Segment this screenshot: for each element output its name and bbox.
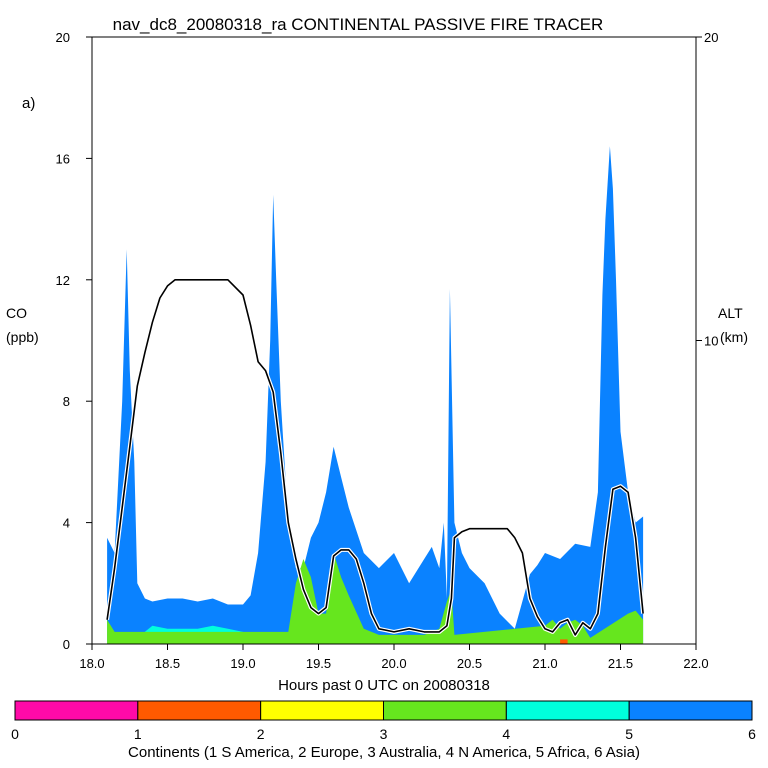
colorbar-swatch — [14, 700, 139, 721]
colorbar-swatch — [137, 700, 262, 721]
y-tick-label-left: 0 — [63, 637, 70, 652]
x-tick-label: 20.0 — [381, 656, 406, 671]
panel-label: a) — [22, 95, 35, 112]
x-tick-label: 22.0 — [683, 656, 708, 671]
series-europe — [560, 639, 568, 644]
colorbar-swatch — [383, 700, 507, 721]
y-axis-unit-right: (km) — [720, 329, 748, 345]
series-altitude — [106, 278, 644, 636]
x-tick-label: 19.0 — [230, 656, 255, 671]
series-layer — [105, 146, 646, 645]
colorbar-tick-label: 0 — [11, 726, 19, 742]
y-tick-label-left: 16 — [56, 151, 70, 166]
y-axis-unit-left: (ppb) — [6, 329, 39, 345]
y-tick-label-left: 8 — [63, 394, 70, 409]
y-axis-label-left: CO — [6, 305, 27, 321]
colorbar-tick-label: 4 — [502, 726, 510, 742]
colorbar-tick-label: 3 — [380, 726, 388, 742]
plot-area — [91, 36, 697, 645]
x-tick-label: 19.5 — [306, 656, 331, 671]
x-tick-label: 18.0 — [79, 656, 104, 671]
colorbar-tick-label: 1 — [134, 726, 142, 742]
y-tick-label-right: 10 — [704, 334, 718, 349]
y-axis-left: 0 4 8 12 16 20 — [56, 30, 92, 652]
y-tick-label-left: 20 — [56, 30, 70, 45]
series-asia — [107, 146, 644, 645]
x-axis: 18.0 18.5 19.0 19.5 20.0 20.5 21.0 21.5 22.0 — [79, 644, 709, 671]
colorbar-swatch — [260, 700, 384, 721]
colorbar-tick-label: 2 — [257, 726, 265, 742]
y-tick-label-right: 20 — [704, 30, 718, 45]
colorbar-label: Continents (1 S America, 2 Europe, 3 Aus… — [128, 744, 640, 761]
y-tick-label-left: 4 — [63, 516, 70, 531]
colorbar-swatch — [628, 700, 753, 721]
x-tick-label: 18.5 — [155, 656, 180, 671]
colorbar-tick-label: 5 — [625, 726, 633, 742]
y-axis-label-right: ALT — [718, 305, 743, 321]
colorbar-tick-label: 6 — [748, 726, 756, 742]
y-axis-right: 10 20 — [696, 30, 718, 349]
series-n-america — [107, 553, 644, 644]
colorbar: 0 1 2 3 4 5 6 — [11, 700, 756, 742]
x-tick-label: 21.0 — [532, 656, 557, 671]
chart-title: nav_dc8_20080318_ra CONTINENTAL PASSIVE … — [113, 15, 604, 34]
colorbar-swatch — [505, 700, 630, 721]
x-tick-label: 21.5 — [608, 656, 633, 671]
x-tick-label: 20.5 — [457, 656, 482, 671]
y-tick-label-left: 12 — [56, 273, 70, 288]
x-axis-label: Hours past 0 UTC on 20080318 — [278, 677, 490, 694]
